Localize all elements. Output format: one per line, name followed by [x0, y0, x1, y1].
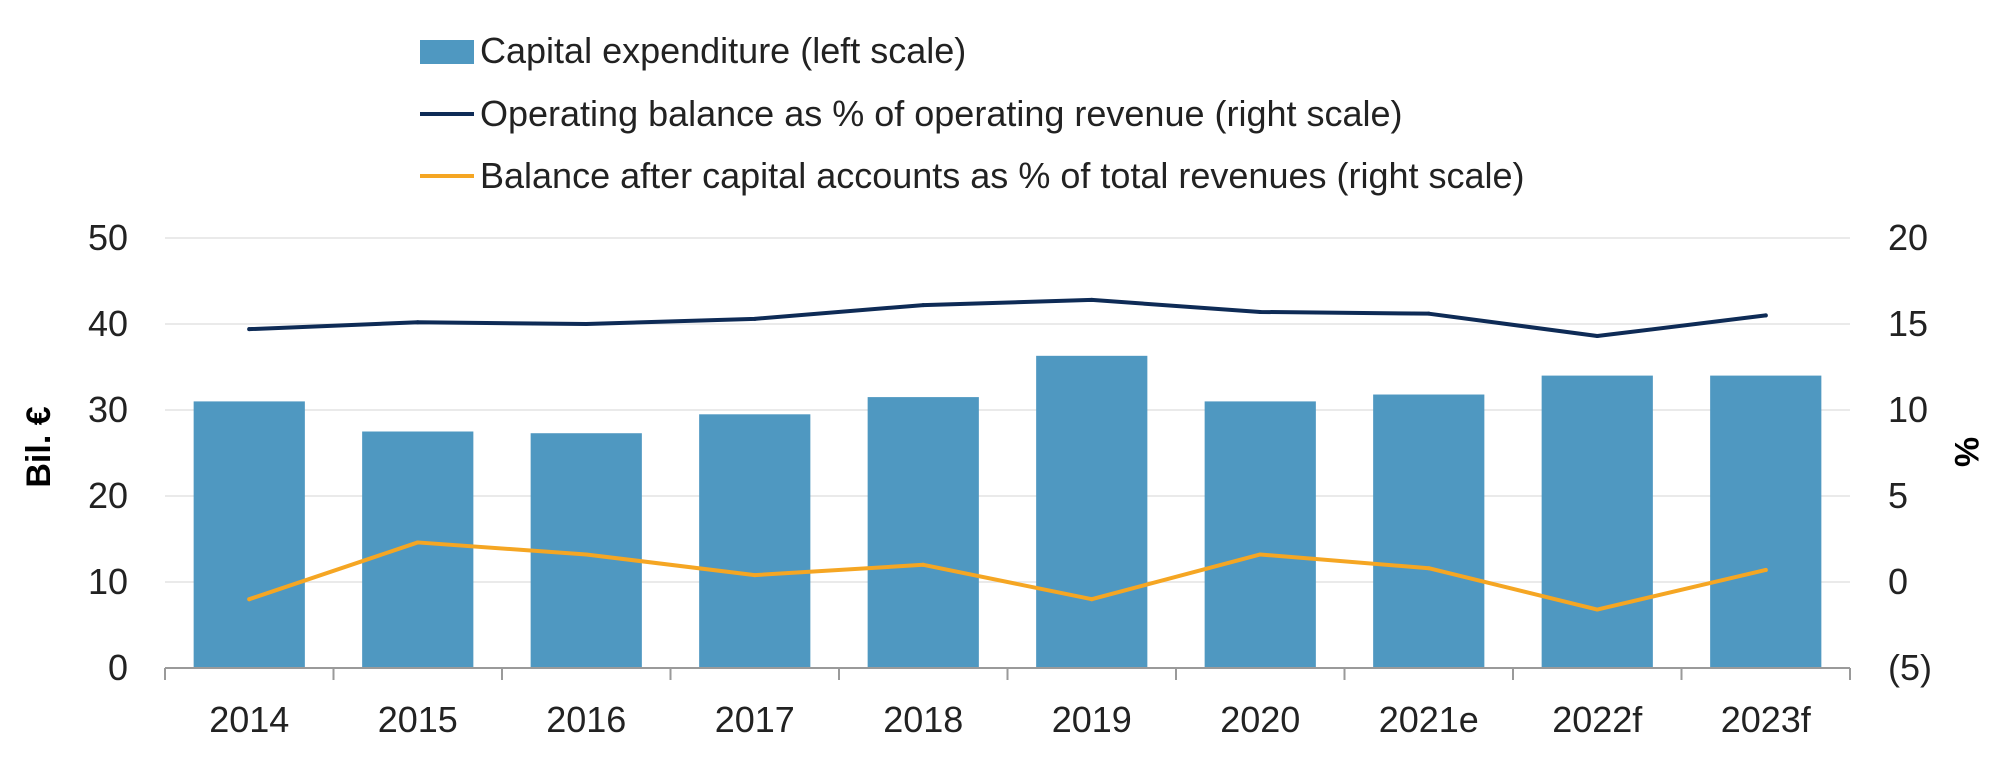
left-axis-ticks: 0 10 20 30 40 50 — [88, 217, 128, 688]
bar-series — [193, 355, 1822, 668]
capex-bar — [1541, 375, 1653, 668]
x-axis-tick-label: 2019 — [1052, 699, 1132, 740]
right-axis-tick-label: 10 — [1888, 389, 1928, 430]
operating-balance-point — [1258, 309, 1263, 314]
x-axis-tick-label: 2016 — [546, 699, 626, 740]
operating-balance-point — [1089, 297, 1094, 302]
balance-after-capital-point — [1595, 607, 1600, 612]
operating-balance-point — [921, 303, 926, 308]
balance-after-capital-point — [415, 540, 420, 545]
line-series — [247, 297, 1768, 612]
capex-bar — [1204, 401, 1316, 668]
capex-bar — [867, 397, 979, 668]
balance-after-capital-point — [1426, 566, 1431, 571]
balance-after-capital-point — [1763, 567, 1768, 572]
legend-swatch-capex — [420, 40, 474, 64]
capex-bar — [193, 401, 305, 668]
operating-balance-line — [247, 297, 1768, 339]
x-axis-tick-label: 2017 — [715, 699, 795, 740]
operating-balance-point — [1426, 311, 1431, 316]
x-axis-tick-label: 2023f — [1721, 699, 1812, 740]
balance-after-capital-line — [247, 540, 1768, 612]
operating-balance-point — [1595, 334, 1600, 339]
right-axis-tick-label: 0 — [1888, 561, 1908, 602]
capex-bar — [1373, 394, 1485, 668]
legend-label-operating-balance: Operating balance as % of operating reve… — [480, 93, 1403, 134]
legend-label-balance-after-capital: Balance after capital accounts as % of t… — [480, 155, 1525, 196]
axes — [164, 667, 1851, 680]
operating-balance-point — [584, 322, 589, 326]
balance-after-capital-point — [1089, 597, 1094, 602]
capex-bar — [1710, 375, 1822, 668]
right-axis-tick-label: 5 — [1888, 475, 1908, 516]
capex-bar — [1036, 355, 1148, 668]
balance-after-capital-point — [584, 552, 589, 557]
operating-balance-point — [1763, 313, 1768, 318]
x-axis-ticks: 2014 2015 2016 2017 2018 2019 2020 2021e 2022f 20… — [209, 699, 1812, 740]
operating-balance-point — [415, 320, 420, 325]
x-axis-tick-label: 2015 — [378, 699, 458, 740]
balance-after-capital-point — [1258, 552, 1263, 557]
right-axis-tick-label: (5) — [1888, 647, 1932, 688]
x-axis-tick-label: 2020 — [1220, 699, 1300, 740]
x-axis-tick-label: 2021e — [1379, 699, 1479, 740]
capex-bar — [362, 431, 474, 668]
left-axis-tick-label: 30 — [88, 389, 128, 430]
balance-after-capital-point — [921, 562, 926, 567]
left-axis-tick-label: 10 — [88, 561, 128, 602]
left-axis-tick-label: 50 — [88, 217, 128, 258]
legend-label-capex: Capital expenditure (left scale) — [480, 30, 966, 71]
right-axis-tick-label: 20 — [1888, 217, 1928, 258]
balance-after-capital-point — [247, 597, 252, 602]
left-axis-tick-label: 0 — [108, 647, 128, 688]
capex-bar — [699, 414, 811, 668]
x-axis-tick-label: 2014 — [209, 699, 289, 740]
right-axis-title: % — [1947, 437, 1985, 467]
x-axis-tick-label: 2018 — [883, 699, 963, 740]
right-axis-tick-label: 15 — [1888, 303, 1928, 344]
operating-balance-point — [752, 316, 757, 321]
right-axis-ticks: (5) 0 5 10 15 20 — [1888, 217, 1932, 688]
left-axis-title: Bil. € — [20, 406, 58, 487]
balance-after-capital-point — [752, 573, 757, 578]
legend: Capital expenditure (left scale) Operati… — [420, 30, 1525, 196]
x-axis-tick-label: 2022f — [1552, 699, 1643, 740]
operating-balance-point — [247, 327, 252, 332]
left-axis-tick-label: 20 — [88, 475, 128, 516]
left-axis-tick-label: 40 — [88, 303, 128, 344]
